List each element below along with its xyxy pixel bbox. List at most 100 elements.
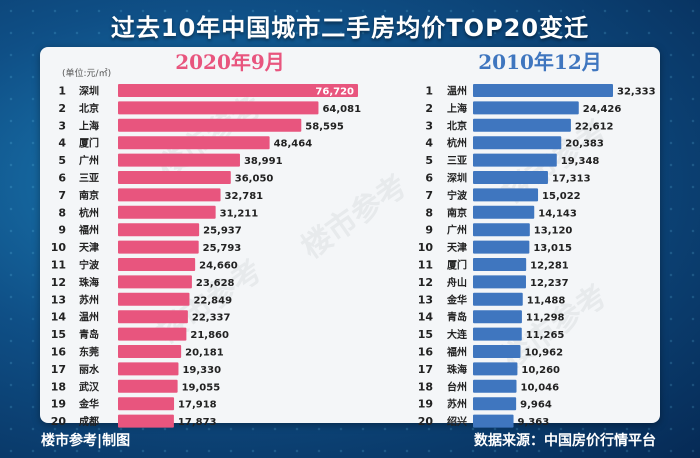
rank-label: 12 xyxy=(51,276,66,289)
bar xyxy=(118,101,319,115)
city-label: 广州 xyxy=(447,224,467,237)
rank-label: 8 xyxy=(58,206,66,219)
bar xyxy=(473,171,548,184)
city-label: 深圳 xyxy=(79,85,99,98)
data-label: 11,298 xyxy=(526,313,565,324)
city-label: 深圳 xyxy=(447,172,467,185)
bar xyxy=(473,136,562,150)
bar xyxy=(473,379,517,393)
data-label: 17,313 xyxy=(552,174,591,185)
city-label: 南京 xyxy=(447,206,467,219)
city-label: 厦门 xyxy=(79,137,99,150)
watermark-text: 楼市参考 xyxy=(295,168,413,265)
data-label: 13,120 xyxy=(534,226,573,237)
bar xyxy=(118,345,182,358)
city-label: 三亚 xyxy=(79,173,99,185)
data-label: 17,873 xyxy=(178,417,217,428)
city-label: 杭州 xyxy=(447,137,467,150)
data-label: 58,595 xyxy=(305,121,344,132)
data-label: 19,330 xyxy=(182,365,221,376)
bar xyxy=(118,414,174,428)
rank-label: 20 xyxy=(418,415,434,428)
data-label: 24,660 xyxy=(199,261,238,272)
bar xyxy=(118,379,178,393)
rank-label: 20 xyxy=(51,415,67,428)
rank-label: 13 xyxy=(51,293,66,306)
rank-label: 18 xyxy=(418,380,433,393)
city-label: 珠海 xyxy=(447,363,467,376)
rank-label: 12 xyxy=(418,276,433,289)
data-label: 64,081 xyxy=(322,104,361,115)
data-label: 9,964 xyxy=(520,400,552,411)
bar xyxy=(473,275,526,289)
data-label: 24,426 xyxy=(583,104,622,115)
rank-label: 7 xyxy=(58,189,66,202)
city-label: 温州 xyxy=(447,85,467,98)
city-label: 天津 xyxy=(447,241,467,254)
page-title: 过去10年中国城市二手房均价TOP20变迁 xyxy=(110,14,590,42)
data-label: 36,050 xyxy=(235,174,274,185)
data-label: 48,464 xyxy=(274,139,313,150)
bar xyxy=(118,310,188,324)
rank-label: 19 xyxy=(51,398,66,411)
bar xyxy=(473,240,530,254)
bar xyxy=(473,327,522,341)
bar xyxy=(473,188,539,202)
data-label: 15,022 xyxy=(542,191,581,202)
city-label: 武汉 xyxy=(79,380,100,393)
rank-label: 10 xyxy=(418,241,434,254)
city-label: 温州 xyxy=(79,311,99,324)
city-label: 天津 xyxy=(79,241,99,254)
city-label: 北京 xyxy=(447,119,467,132)
city-label: 福州 xyxy=(446,346,467,359)
city-label: 三亚 xyxy=(447,155,467,167)
bar xyxy=(118,188,221,202)
data-label: 10,046 xyxy=(520,382,559,393)
city-label: 丽水 xyxy=(79,363,100,376)
bar xyxy=(473,223,530,237)
bar xyxy=(118,292,190,306)
bar xyxy=(473,362,518,376)
bar xyxy=(473,258,527,271)
rank-label: 1 xyxy=(58,85,66,98)
rank-label: 14 xyxy=(51,311,67,324)
bar xyxy=(473,397,517,411)
chart-title-1: 2010年12月 xyxy=(478,50,602,74)
data-label: 25,937 xyxy=(203,226,242,237)
bar xyxy=(473,205,535,219)
city-label: 北京 xyxy=(79,102,99,115)
rank-label: 14 xyxy=(418,311,434,324)
rank-label: 1 xyxy=(425,85,433,98)
rank-label: 9 xyxy=(58,224,66,237)
data-label: 32,781 xyxy=(225,191,264,202)
data-label: 17,918 xyxy=(178,400,217,411)
bar xyxy=(118,153,240,167)
rank-label: 16 xyxy=(418,346,434,359)
city-label: 青岛 xyxy=(79,328,99,341)
bar xyxy=(118,223,200,237)
rank-label: 9 xyxy=(425,224,433,237)
data-label: 13,015 xyxy=(533,243,572,254)
city-label: 苏州 xyxy=(79,293,99,306)
rank-label: 15 xyxy=(418,328,433,341)
rank-label: 16 xyxy=(51,346,67,359)
data-label: 38,991 xyxy=(244,156,283,167)
footer-credit: 楼市参考|制图 xyxy=(41,433,131,449)
rank-label: 6 xyxy=(425,172,433,185)
footer-source: 数据来源：中国房价行情平台 xyxy=(474,433,656,449)
data-label: 9,363 xyxy=(518,417,550,428)
bar xyxy=(473,153,557,167)
rank-label: 18 xyxy=(51,380,66,393)
city-label: 广州 xyxy=(79,154,99,167)
city-label: 上海 xyxy=(79,119,99,132)
rank-label: 2 xyxy=(425,102,433,115)
data-label: 19,348 xyxy=(561,156,600,167)
data-label: 22,337 xyxy=(192,313,231,324)
rank-label: 15 xyxy=(51,328,66,341)
rank-label: 7 xyxy=(425,189,433,202)
unit-label: (单位:元/㎡) xyxy=(62,67,111,79)
city-label: 苏州 xyxy=(447,398,467,411)
city-label: 舟山 xyxy=(447,276,467,289)
bar xyxy=(118,171,231,184)
